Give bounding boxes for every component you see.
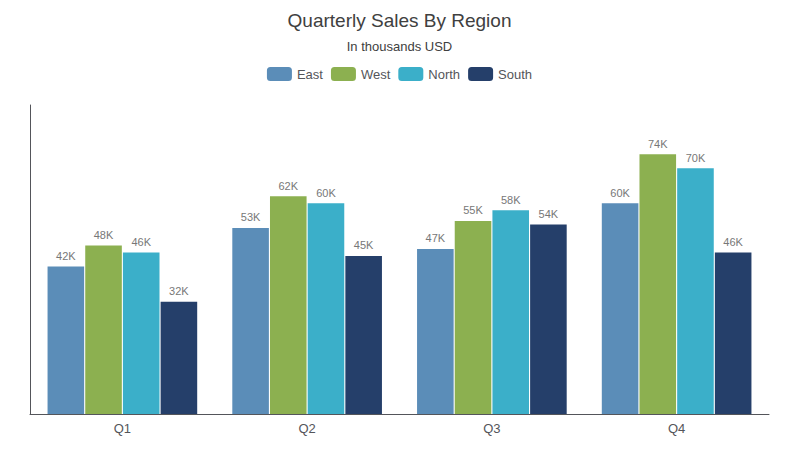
svg-text:60K: 60K [610, 187, 630, 199]
svg-text:48K: 48K [94, 229, 114, 241]
svg-text:55K: 55K [463, 204, 483, 216]
svg-text:60K: 60K [316, 187, 336, 199]
svg-text:46K: 46K [723, 236, 743, 248]
svg-text:In thousands USD: In thousands USD [347, 39, 453, 54]
svg-text:West: West [361, 67, 391, 82]
svg-text:East: East [297, 67, 323, 82]
svg-text:Q4: Q4 [668, 421, 685, 436]
svg-text:47K: 47K [426, 232, 446, 244]
svg-text:Q2: Q2 [298, 421, 315, 436]
svg-text:54K: 54K [539, 208, 559, 220]
svg-text:North: North [428, 67, 460, 82]
svg-text:32K: 32K [169, 285, 189, 297]
svg-text:42K: 42K [56, 250, 76, 262]
svg-text:70K: 70K [686, 152, 706, 164]
svg-text:Q3: Q3 [483, 421, 500, 436]
svg-text:58K: 58K [501, 194, 521, 206]
svg-text:46K: 46K [131, 236, 151, 248]
svg-text:74K: 74K [648, 138, 668, 150]
svg-text:Q1: Q1 [114, 421, 131, 436]
svg-text:53K: 53K [241, 211, 261, 223]
svg-text:45K: 45K [354, 239, 374, 251]
svg-text:62K: 62K [278, 180, 298, 192]
svg-text:Quarterly Sales By Region: Quarterly Sales By Region [288, 10, 512, 31]
svg-text:South: South [498, 67, 532, 82]
